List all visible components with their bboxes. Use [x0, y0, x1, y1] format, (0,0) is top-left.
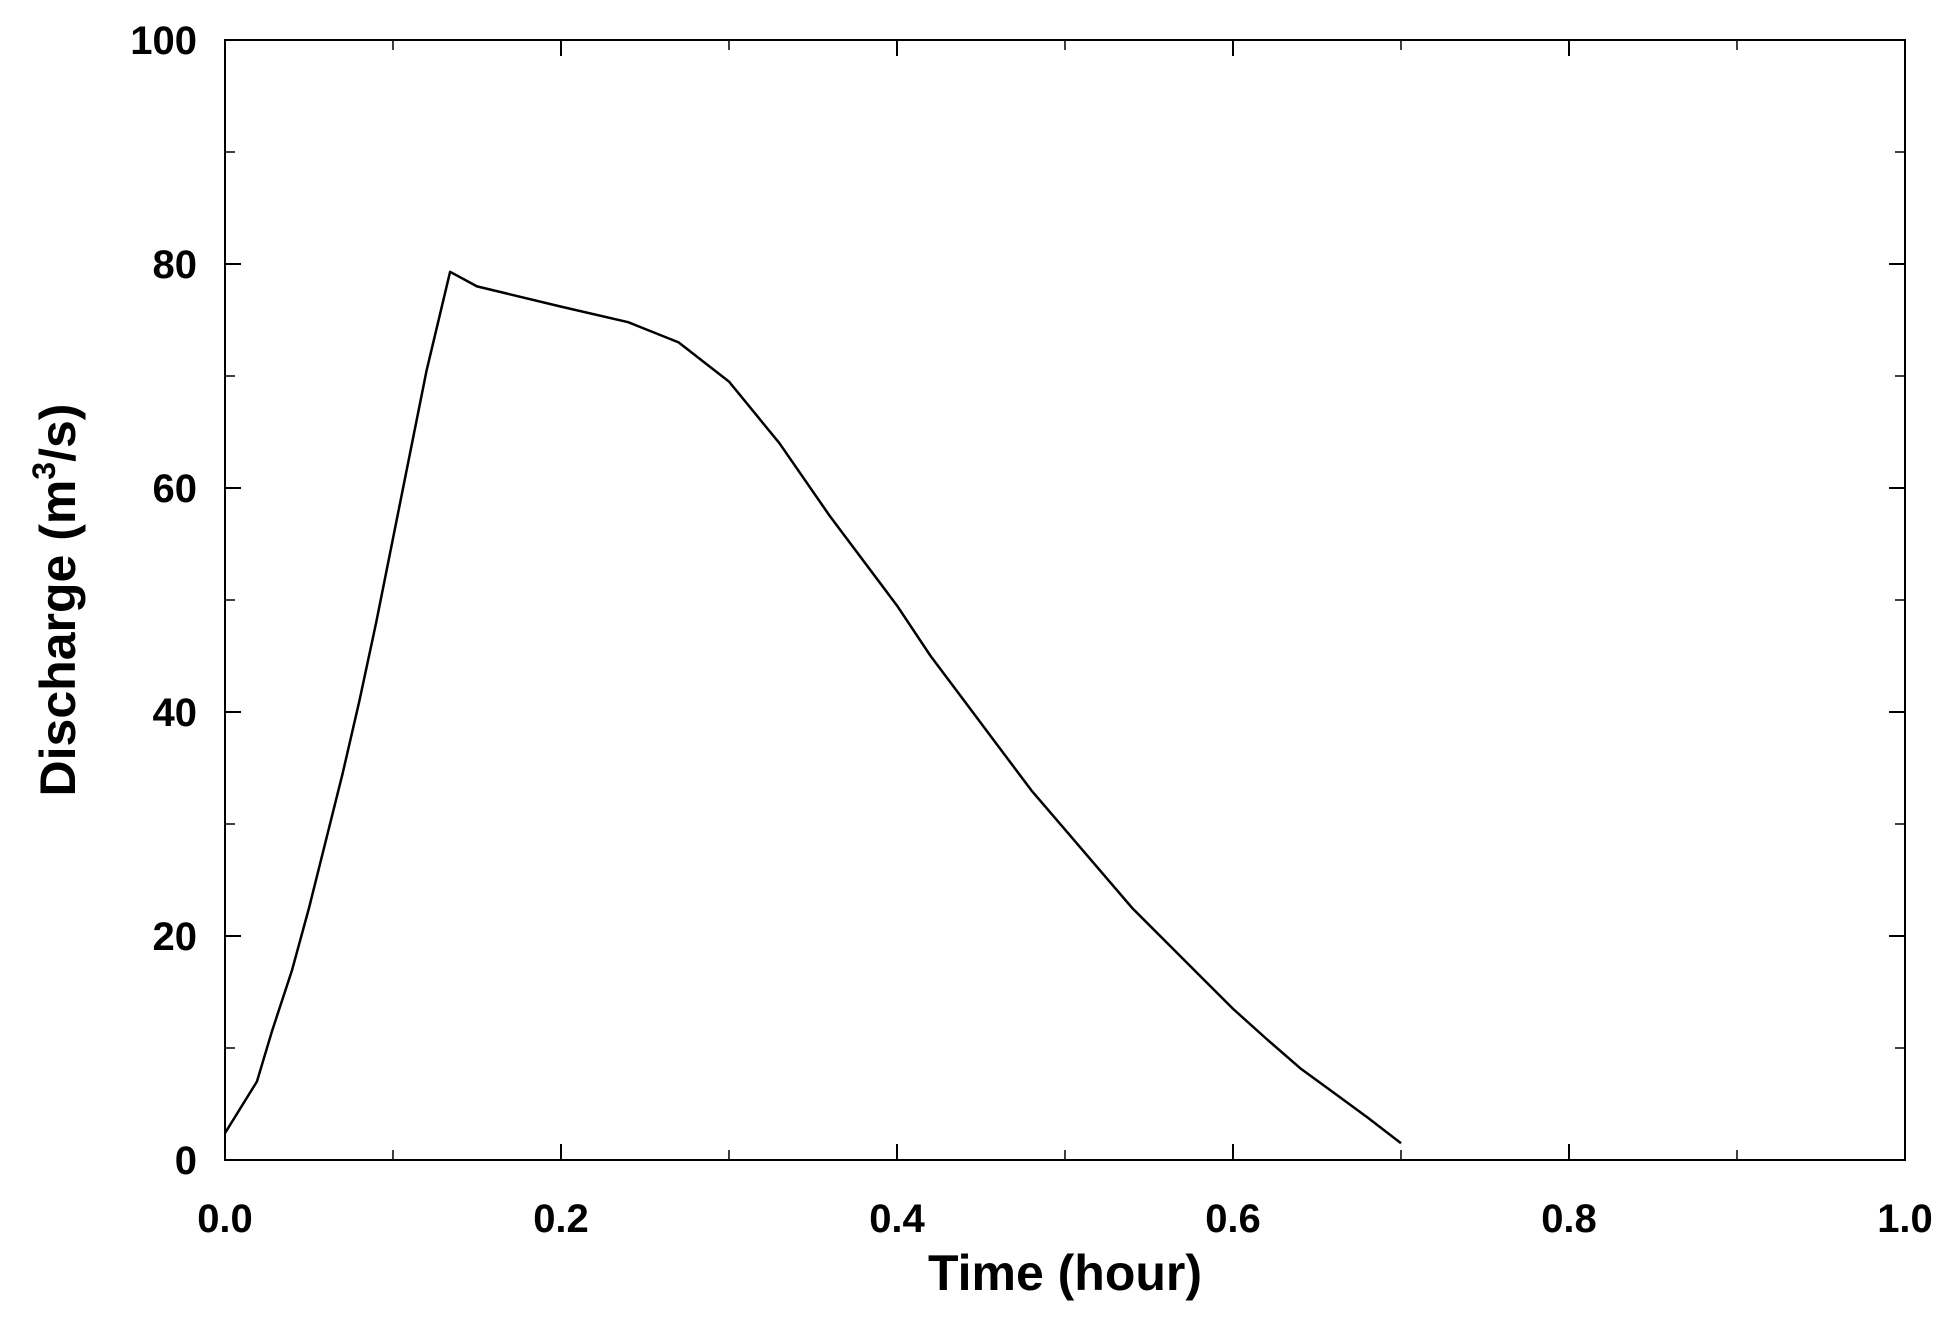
y-axis-title-suffix: /s): [30, 404, 86, 462]
y-tick-label: 0: [175, 1139, 197, 1183]
x-axis-title: Time (hour): [928, 1245, 1202, 1301]
y-axis-tick-labels: 0 20 40 60 80 100: [130, 19, 197, 1183]
discharge-series-line: [223, 270, 1402, 1145]
y-axis-title-superscript: 3: [26, 462, 62, 480]
y-tick-label: 80: [153, 243, 198, 287]
x-tick-label: 0.0: [197, 1197, 253, 1241]
y-axis-ticks: [225, 39, 1905, 1161]
y-tick-label: 100: [130, 19, 197, 63]
y-tick-label: 60: [153, 467, 198, 511]
x-tick-label: 0.6: [1205, 1197, 1261, 1241]
y-axis-title: Discharge (m3/s): [26, 404, 86, 797]
x-tick-label: 0.8: [1541, 1197, 1597, 1241]
y-axis-title-prefix: Discharge (m: [30, 480, 86, 797]
x-tick-label: 0.4: [869, 1197, 925, 1241]
plot-frame: [224, 39, 1906, 1161]
y-tick-label: 20: [153, 915, 198, 959]
x-tick-label: 0.2: [533, 1197, 589, 1241]
x-axis-tick-labels: 0.0 0.2 0.4 0.6 0.8 1.0: [197, 1197, 1933, 1241]
x-tick-label: 1.0: [1877, 1197, 1933, 1241]
x-axis-ticks: [224, 40, 1906, 1160]
y-tick-label: 40: [153, 691, 198, 735]
